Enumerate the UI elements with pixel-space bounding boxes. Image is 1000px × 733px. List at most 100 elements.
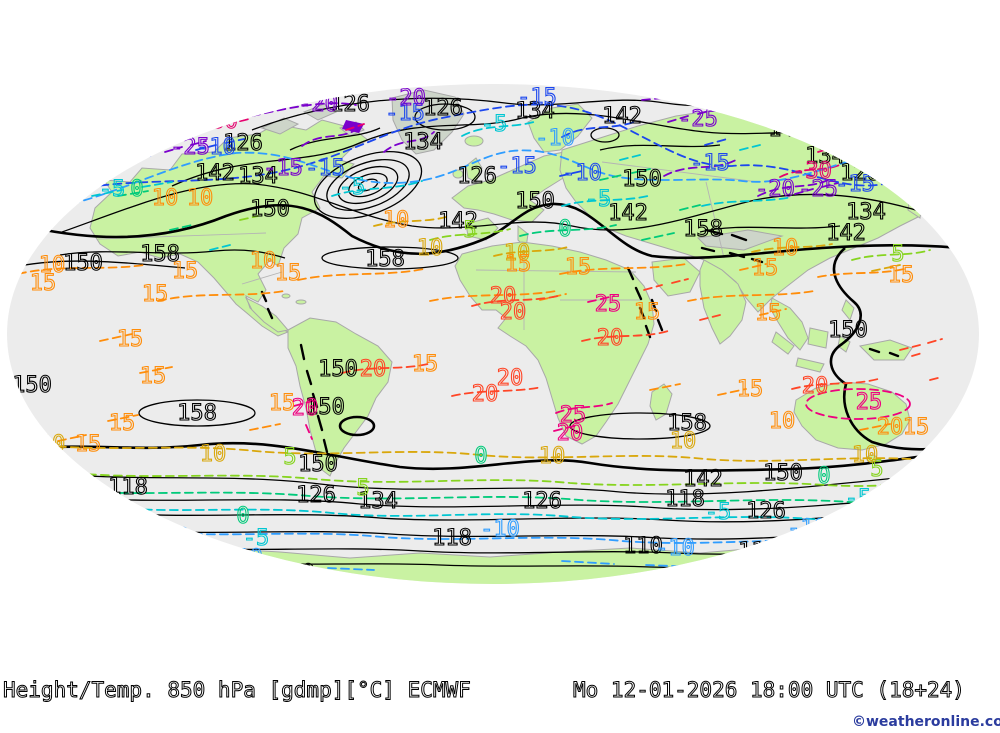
contour-label: 150 <box>298 452 338 477</box>
contour-label: -10 <box>196 135 236 160</box>
contour-label: 158 <box>365 247 405 272</box>
contour-label: 10 <box>670 429 697 454</box>
contour-label: 20 <box>490 284 517 309</box>
contour-label: -25 <box>170 135 210 160</box>
contour-label: 15 <box>172 259 199 284</box>
contour-label: -20 <box>386 86 426 111</box>
contour-label: 15 <box>75 432 102 457</box>
contour-label: -20 <box>755 177 795 202</box>
contour-label: 126 <box>296 483 336 508</box>
contour-label: 0 <box>474 444 487 469</box>
contour-label: -20 <box>725 86 765 111</box>
land-new-guinea <box>858 339 913 361</box>
contour-label: 15 <box>565 255 592 280</box>
contour-label: 10 <box>39 253 66 278</box>
contour-label: -15 <box>497 154 537 179</box>
contour-label: 15 <box>109 411 136 436</box>
contour-label: 150 <box>12 373 52 398</box>
contour-label: -15 <box>928 139 968 164</box>
contour-label: 15 <box>412 352 439 377</box>
contour-label: -5 <box>585 187 612 212</box>
contour-label: -5 <box>481 112 508 137</box>
contour-label: 5 <box>891 242 904 267</box>
contour-label: -15 <box>835 172 875 197</box>
contour-label: 134 <box>238 164 278 189</box>
contour-label: 142 <box>683 467 723 492</box>
land-ireland <box>452 169 464 179</box>
contour-label: 150 <box>828 318 868 343</box>
land-iceland <box>464 135 484 147</box>
contour-label: -5 <box>339 175 366 200</box>
contour-label: 20 <box>597 326 624 351</box>
contour-label: 150 <box>515 189 555 214</box>
contour-label: -5 <box>243 526 270 551</box>
contour-label: 15 <box>140 364 167 389</box>
contour-label: -10 <box>150 525 190 550</box>
contour-label: 134 <box>515 99 555 124</box>
contour-label: -5 <box>845 486 872 511</box>
contour-label: 150 <box>318 357 358 382</box>
contour-label: 110 <box>790 536 830 561</box>
contour-label: 0 <box>558 217 571 242</box>
contour-label: 20 <box>497 366 524 391</box>
contour-label: 20 <box>500 300 527 325</box>
copyright-link[interactable]: ©weatheronline.co.uk <box>852 714 1000 730</box>
contour-label: 10 <box>152 186 179 211</box>
contour-label: 150 <box>305 395 345 420</box>
contour-label: 10 <box>250 249 277 274</box>
contour-label: 15 <box>117 327 144 352</box>
contour-label: 15 <box>30 271 57 296</box>
contour-label: 10 <box>39 432 66 457</box>
contour-label: 10 <box>772 236 799 261</box>
contour-label: -10 <box>655 536 695 561</box>
contour-label: -25 <box>678 107 718 132</box>
contour-label: 110 <box>623 534 663 559</box>
contour-label: 10 <box>539 444 566 469</box>
land-new-zealand <box>929 445 945 465</box>
land-philippines <box>841 299 855 322</box>
land-europe <box>451 151 585 223</box>
contour-label: 158 <box>683 217 723 242</box>
contour-label: 15 <box>505 252 532 277</box>
contour-label: 25 <box>856 390 883 415</box>
land-south-america <box>287 317 393 477</box>
contour-label: -15 <box>385 101 425 126</box>
contour-label: -30 <box>792 159 832 184</box>
contour-label: 110 <box>275 561 315 586</box>
contour-label: 142 <box>602 104 642 129</box>
land-borneo <box>807 327 829 349</box>
contour-label: 126 <box>223 131 263 156</box>
contour-label: 10 <box>200 442 227 467</box>
contour-label: 150 <box>250 197 290 222</box>
land-caribbean <box>281 293 291 299</box>
contour-label: 126 <box>423 96 463 121</box>
contour-label: 150 <box>622 167 662 192</box>
contour-label: 10 <box>504 241 531 266</box>
contour-label: 5 <box>283 445 296 470</box>
contour-label: -15 <box>517 85 557 110</box>
contour-label: 134 <box>358 489 398 514</box>
contour-label: -10 <box>562 161 602 186</box>
contour-label: 20 <box>472 382 499 407</box>
contour-label: 0 <box>906 466 919 491</box>
contour-label: 5 <box>356 476 369 501</box>
contour-label: -15 <box>305 156 345 181</box>
contour-label: -10 <box>480 517 520 542</box>
contour-label: -15 <box>690 151 730 176</box>
contour-label: 10 <box>383 208 410 233</box>
contour-label: -10 <box>535 126 575 151</box>
contour-label: 15 <box>755 301 782 326</box>
contour-label: 126 <box>457 164 497 189</box>
contour-label: 20 <box>877 415 904 440</box>
contour-label: 150 <box>63 251 103 276</box>
contour-label: 10 <box>769 409 796 434</box>
land-java <box>795 357 825 373</box>
contour-label: 134 <box>846 200 886 225</box>
contour-label: 0 <box>817 464 830 489</box>
contour-label: 0 <box>236 504 249 529</box>
contour-label: 15 <box>634 300 661 325</box>
contour-label: 142 <box>438 209 478 234</box>
contour-label: -10 <box>787 516 827 541</box>
caption-parameter: Height/Temp. 850 hPa [gdmp][°C] ECMWF <box>3 678 471 702</box>
